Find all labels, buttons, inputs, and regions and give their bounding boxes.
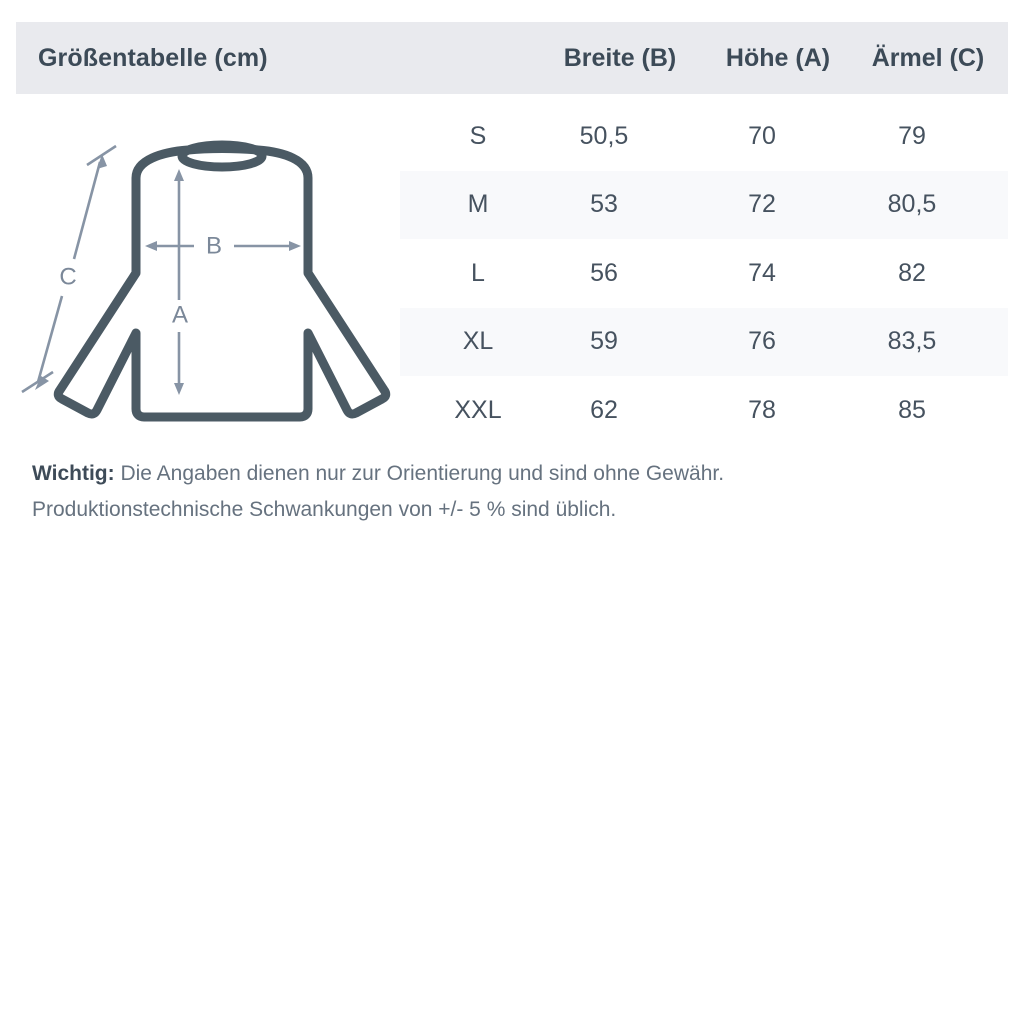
cell-size: XL — [462, 327, 494, 356]
cell-breite: 56 — [590, 258, 618, 287]
dimension-label-a: A — [172, 301, 188, 328]
cell-hoehe: 78 — [748, 395, 776, 424]
cell-aermel: 79 — [898, 121, 926, 150]
cell-hoehe: 74 — [748, 258, 776, 287]
disclaimer-line-1: Die Angaben dienen nur zur Orientierung … — [114, 462, 725, 485]
cell-hoehe: 72 — [748, 190, 776, 219]
size-table: S 50,5 70 79 M 53 72 80,5 L 56 74 82 XL … — [400, 102, 1008, 445]
cell-aermel: 85 — [898, 395, 926, 424]
disclaimer-lead-text: Wichtig: — [32, 462, 115, 485]
disclaimer-note: Wichtig: Die Angaben dienen nur zur Orie… — [32, 456, 992, 528]
cell-size: L — [471, 258, 485, 287]
chart-header-band: Größentabelle (cm) Breite (B) Höhe (A) Ä… — [16, 22, 1008, 94]
collar-ellipse — [177, 140, 267, 172]
cell-aermel: 80,5 — [887, 190, 937, 219]
cell-breite: 62 — [590, 395, 618, 424]
table-row: XXL 62 78 85 — [400, 376, 1008, 445]
cell-hoehe: 70 — [748, 121, 776, 150]
table-row: S 50,5 70 79 — [400, 102, 1008, 171]
dimension-b — [145, 241, 301, 251]
table-row: XL 59 76 83,5 — [400, 307, 1008, 376]
cell-aermel: 83,5 — [887, 327, 937, 356]
cell-breite: 50,5 — [579, 121, 629, 150]
disclaimer-line-2: Produktionstechnische Schwankungen von +… — [32, 498, 617, 521]
disclaimer-lead: Wichtig: — [32, 462, 115, 485]
dimension-label-c: C — [59, 263, 76, 290]
dimension-c — [21, 144, 117, 394]
cell-breite: 53 — [590, 190, 618, 219]
garment-diagram: B A C — [12, 128, 402, 428]
sweatshirt-outline — [53, 140, 391, 422]
dimension-markers — [21, 144, 301, 395]
table-row: M 53 72 80,5 — [400, 170, 1008, 239]
page-title: Größentabelle (cm) — [38, 43, 268, 72]
cell-size: XXL — [454, 395, 502, 424]
cell-size: S — [469, 121, 487, 150]
cell-aermel: 82 — [898, 258, 926, 287]
column-header-hoehe: Höhe (A) — [725, 43, 831, 72]
cell-breite: 59 — [590, 327, 618, 356]
cell-hoehe: 76 — [748, 327, 776, 356]
column-header-breite: Breite (B) — [563, 43, 677, 72]
table-row: L 56 74 82 — [400, 239, 1008, 308]
cell-size: M — [467, 190, 489, 219]
column-header-aermel: Ärmel (C) — [871, 43, 985, 72]
dimension-a — [174, 169, 184, 395]
dimension-label-b: B — [206, 232, 222, 259]
